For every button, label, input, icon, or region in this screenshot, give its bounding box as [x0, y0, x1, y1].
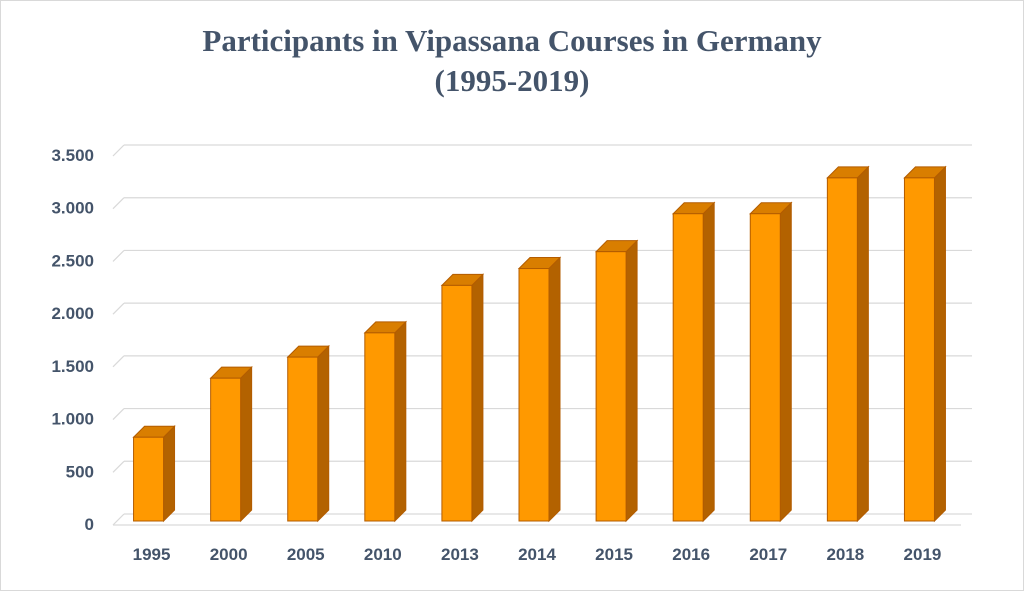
chart-subtitle: (1995-2019) — [434, 63, 590, 98]
y-tick-label: 1.000 — [51, 410, 94, 429]
gridline-depth — [112, 144, 125, 157]
x-tick-label: 2005 — [287, 545, 325, 564]
y-tick-label: 3.000 — [51, 199, 94, 218]
bar-front — [287, 356, 319, 522]
y-tick-label: 500 — [66, 462, 94, 481]
bar-front — [210, 377, 242, 522]
bar-front — [672, 213, 704, 522]
y-tick-label: 0 — [85, 515, 94, 534]
bar-side — [471, 273, 484, 523]
chart-title: Participants in Vipassana Courses in Ger… — [202, 23, 822, 58]
x-axis-ticks: 1995 2000 2005 2010 2013 2014 2015 2016 2017 2018… — [133, 545, 942, 564]
bar — [363, 320, 408, 523]
x-tick-label: 2016 — [672, 545, 710, 564]
bar — [749, 201, 793, 523]
bar-front — [826, 177, 858, 522]
bar-front — [595, 251, 627, 522]
bar-front — [364, 332, 396, 522]
bar-front — [441, 284, 473, 522]
bar — [671, 201, 716, 523]
bar — [286, 344, 330, 523]
bar-side — [625, 239, 638, 523]
bar-front — [133, 436, 165, 522]
bar-front — [903, 177, 935, 522]
gridline-depth — [112, 250, 125, 262]
y-axis-ticks: 0 500 1.000 1.500 2.000 2.500 3.000 3.500 — [51, 146, 94, 534]
bar-side — [240, 365, 253, 523]
gridline-depth — [112, 460, 125, 473]
x-tick-label: 2000 — [210, 545, 248, 564]
bar — [209, 365, 253, 523]
gridline-depth — [112, 408, 125, 420]
x-tick-label: 2018 — [826, 545, 864, 564]
bar-front — [518, 268, 550, 522]
bar-front — [749, 213, 781, 522]
bar — [903, 165, 947, 523]
bar-side — [394, 320, 407, 523]
gridline-depth — [112, 302, 125, 315]
x-tick-label: 2013 — [441, 545, 479, 564]
y-tick-label: 3.500 — [51, 146, 94, 165]
bars — [132, 165, 947, 523]
bar — [440, 273, 485, 523]
y-tick-label: 2.500 — [51, 251, 94, 270]
bar — [517, 256, 562, 523]
bar-side — [163, 425, 176, 523]
x-tick-label: 1995 — [133, 545, 171, 564]
y-tick-label: 1.500 — [51, 357, 94, 376]
gridline-depth — [112, 197, 125, 210]
bar-side — [779, 201, 792, 523]
x-tick-label: 2014 — [518, 545, 556, 564]
bar — [594, 239, 639, 523]
bar — [826, 165, 870, 523]
bar-side — [317, 344, 330, 523]
x-tick-label: 2019 — [904, 545, 942, 564]
bar-side — [856, 165, 869, 523]
gridline-depth — [112, 355, 125, 368]
bar-side — [702, 201, 715, 523]
bar-side — [933, 165, 946, 523]
gridline-depth — [112, 513, 125, 526]
x-tick-label: 2017 — [749, 545, 787, 564]
x-tick-label: 2010 — [364, 545, 402, 564]
x-tick-label: 2015 — [595, 545, 633, 564]
y-tick-label: 2.000 — [51, 304, 94, 323]
bar — [132, 425, 176, 523]
bar-side — [548, 256, 561, 523]
